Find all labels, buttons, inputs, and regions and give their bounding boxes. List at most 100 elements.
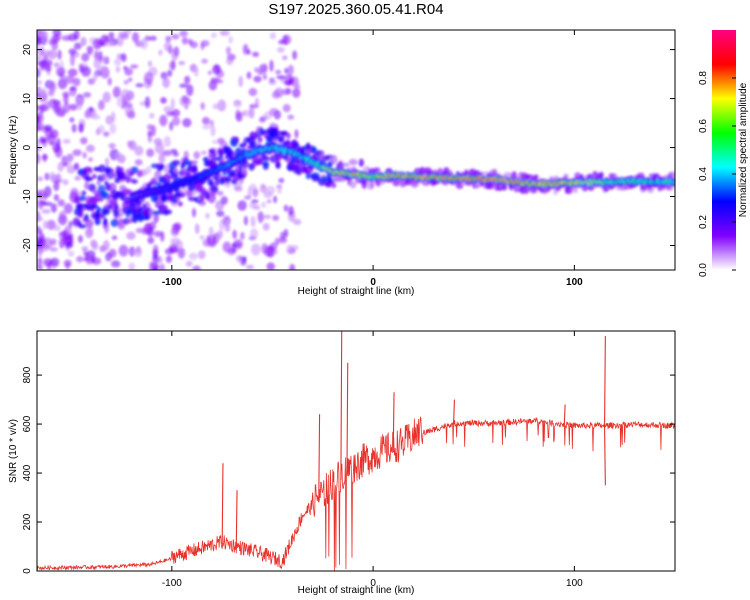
spectral-blob <box>190 160 198 165</box>
noise-blob <box>269 59 274 72</box>
noise-blob <box>116 97 122 107</box>
spectral-blob <box>257 136 263 143</box>
spectral-blob <box>97 196 104 202</box>
noise-blob <box>292 87 301 98</box>
noise-blob <box>265 185 276 195</box>
y-tick-label: 10 <box>22 93 33 105</box>
noise-blob <box>53 194 60 202</box>
spectral-blob <box>262 162 269 171</box>
spectral-blob <box>305 172 311 180</box>
spectral-blob <box>210 185 219 193</box>
spectral-blob <box>103 218 108 226</box>
noise-blob <box>282 104 291 113</box>
noise-blob <box>88 157 93 162</box>
snr-spike <box>453 399 455 425</box>
noise-blob <box>212 103 220 110</box>
y-tick-label: 0 <box>22 144 33 150</box>
spectral-blob <box>77 211 84 218</box>
noise-blob <box>207 70 212 75</box>
noise-blob <box>287 64 294 75</box>
noise-blob <box>102 91 111 103</box>
x-tick-label: 0 <box>370 578 376 589</box>
noise-blob <box>246 71 252 80</box>
spectral-blob <box>79 195 86 202</box>
noise-blob <box>194 66 199 77</box>
noise-blob <box>37 114 41 126</box>
spectral-blob <box>348 158 358 166</box>
noise-blob <box>247 186 252 199</box>
noise-blob <box>248 106 255 119</box>
noise-blob <box>276 75 286 80</box>
noise-blob <box>80 66 91 77</box>
chart-title: S197.2025.360.05.41.R04 <box>268 1 443 18</box>
noise-blob <box>98 50 103 62</box>
spectral-blob <box>120 171 127 181</box>
noise-blob <box>126 231 136 240</box>
noise-blob <box>272 215 280 221</box>
spectral-blob <box>286 132 291 139</box>
noise-blob <box>184 75 191 85</box>
noise-blob <box>281 88 292 96</box>
noise-blob <box>149 112 155 119</box>
spectral-blob <box>177 201 183 207</box>
noise-blob <box>184 104 189 110</box>
spectral-blob <box>358 158 365 167</box>
noise-blob <box>262 222 270 231</box>
noise-blob <box>72 77 81 87</box>
y-tick-label: 600 <box>22 415 33 432</box>
noise-blob <box>67 68 78 77</box>
noise-blob <box>81 52 90 62</box>
noise-blob <box>276 46 285 53</box>
spectral-blob <box>214 176 221 186</box>
y-tick-label: 800 <box>22 366 33 383</box>
noise-blob <box>258 117 266 123</box>
noise-blob <box>37 264 43 270</box>
noise-blob <box>130 64 139 69</box>
noise-blob <box>158 49 163 56</box>
y-tick-label: -10 <box>22 189 33 204</box>
noise-blob <box>51 35 60 43</box>
noise-blob <box>69 117 75 123</box>
noise-blob <box>245 264 255 270</box>
noise-blob <box>87 51 93 56</box>
spectral-blob <box>100 191 109 199</box>
noise-blob <box>210 32 217 39</box>
noise-blob <box>145 165 152 174</box>
x-tick-label: 0 <box>370 277 376 288</box>
noise-blob <box>216 210 225 217</box>
noise-blob <box>266 245 276 258</box>
noise-blob <box>47 89 55 97</box>
noise-blob <box>78 122 84 133</box>
colorbar-tick-label: 0.8 <box>698 71 709 85</box>
bottom-axis-ticks: -100 0 100 0 200 400 600 800 <box>22 331 675 589</box>
noise-blob <box>167 69 173 77</box>
noise-blob <box>266 262 276 270</box>
spectral-blob <box>153 181 162 186</box>
noise-blob <box>163 105 173 113</box>
noise-blob <box>257 69 264 76</box>
noise-blob <box>53 62 60 68</box>
spectral-blob <box>211 151 217 158</box>
noise-blob <box>194 223 200 234</box>
noise-blob <box>162 77 170 89</box>
noise-blob <box>231 242 236 254</box>
noise-blob <box>189 41 198 49</box>
noise-blob <box>249 228 259 239</box>
noise-blob <box>284 67 289 74</box>
noise-blob <box>268 79 277 86</box>
x-tick-label: 100 <box>566 578 583 589</box>
noise-blob <box>65 241 74 249</box>
top-y-axis-label: Frequency (Hz) <box>8 116 19 185</box>
spectral-blob <box>94 218 101 226</box>
noise-blob <box>200 150 208 155</box>
noise-blob <box>146 148 155 158</box>
spectral-blob <box>205 191 210 201</box>
noise-blob <box>208 80 218 91</box>
noise-blob <box>118 244 129 257</box>
noise-blob <box>144 222 152 235</box>
spectral-blob <box>89 204 99 209</box>
spectral-blob <box>280 130 288 136</box>
noise-blob <box>69 103 78 111</box>
noise-blob <box>282 55 288 61</box>
